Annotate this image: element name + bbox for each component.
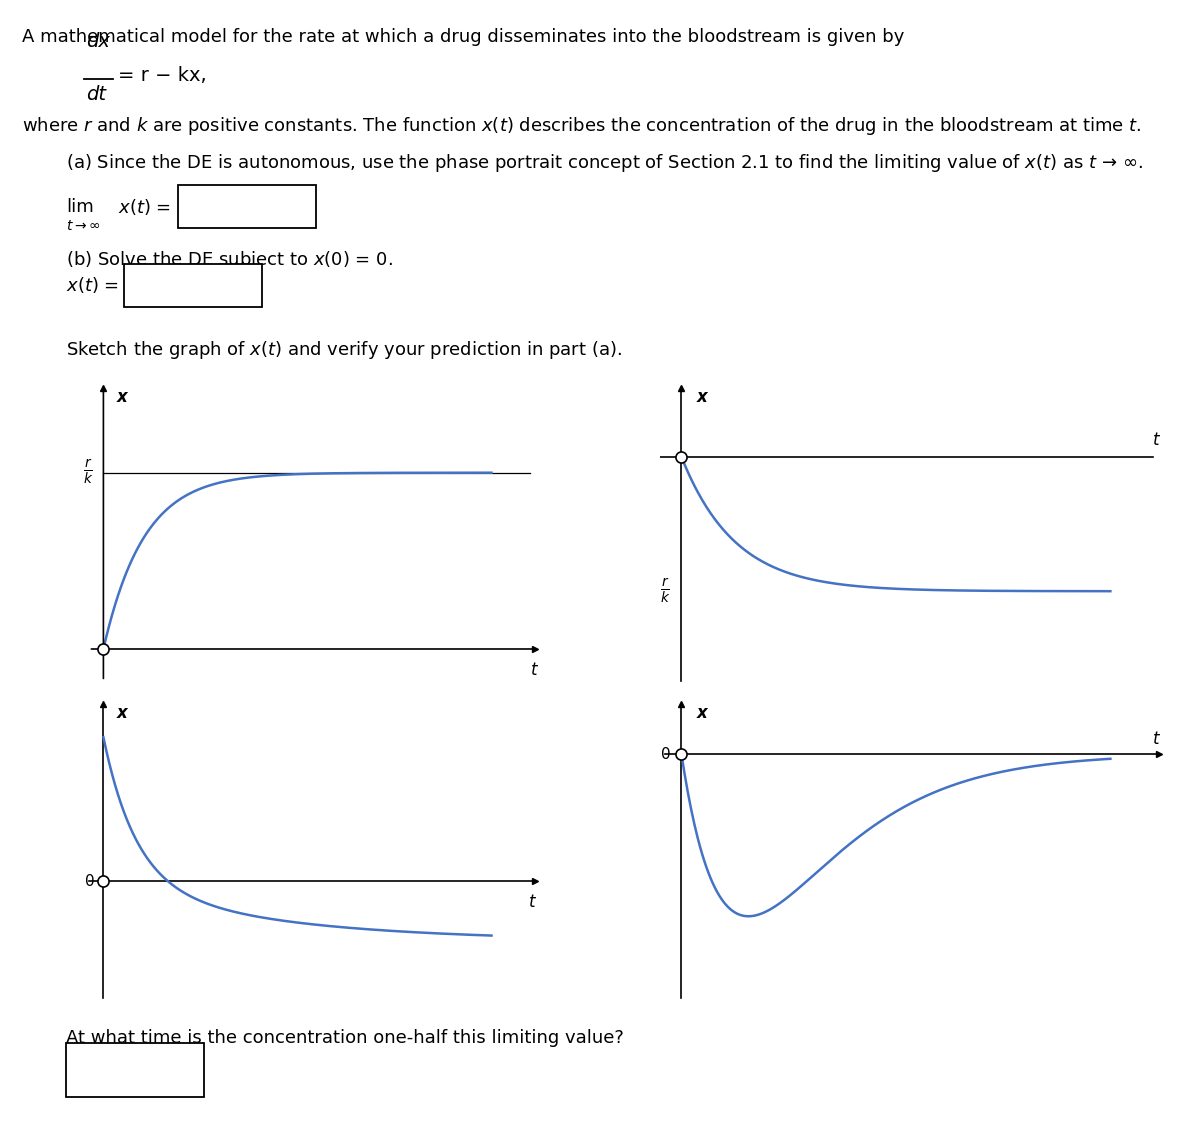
Text: 0: 0: [85, 873, 95, 889]
Text: Sketch the graph of $x(t)$ and verify your prediction in part (a).: Sketch the graph of $x(t)$ and verify yo…: [66, 339, 622, 361]
Text: dt: dt: [86, 85, 107, 104]
Text: 0: 0: [660, 746, 670, 761]
FancyBboxPatch shape: [178, 185, 316, 228]
Text: dx: dx: [86, 32, 110, 51]
Text: t: t: [1152, 431, 1159, 449]
Text: lim: lim: [66, 198, 94, 216]
Text: = r − kx,: = r − kx,: [118, 67, 206, 85]
Text: t: t: [529, 893, 535, 912]
Text: $t\rightarrow\infty$: $t\rightarrow\infty$: [66, 219, 101, 233]
Text: (a) Since the DE is autonomous, use the phase portrait concept of Section 2.1 to: (a) Since the DE is autonomous, use the …: [66, 152, 1142, 173]
Text: $\frac{r}{k}$: $\frac{r}{k}$: [83, 458, 94, 487]
Text: x: x: [118, 705, 128, 723]
Text: At what time is the concentration one-half this limiting value?: At what time is the concentration one-ha…: [66, 1029, 624, 1047]
Text: $\frac{r}{k}$: $\frac{r}{k}$: [660, 577, 671, 606]
Text: where $r$ and $k$ are positive constants. The function $x(t)$ describes the conc: where $r$ and $k$ are positive constants…: [22, 115, 1141, 137]
Text: x: x: [696, 705, 707, 723]
Text: $x(t)$ =: $x(t)$ =: [118, 197, 170, 217]
Text: t: t: [1152, 731, 1159, 748]
Text: $x(t)$ =: $x(t)$ =: [66, 275, 119, 295]
FancyBboxPatch shape: [66, 1043, 204, 1097]
Text: A mathematical model for the rate at which a drug disseminates into the bloodstr: A mathematical model for the rate at whi…: [22, 28, 904, 46]
Text: t: t: [532, 661, 538, 679]
FancyBboxPatch shape: [124, 264, 262, 307]
Text: (b) Solve the DE subject to $x(0)$ = 0.: (b) Solve the DE subject to $x(0)$ = 0.: [66, 249, 392, 270]
Text: x: x: [118, 388, 128, 406]
Text: x: x: [696, 388, 707, 406]
